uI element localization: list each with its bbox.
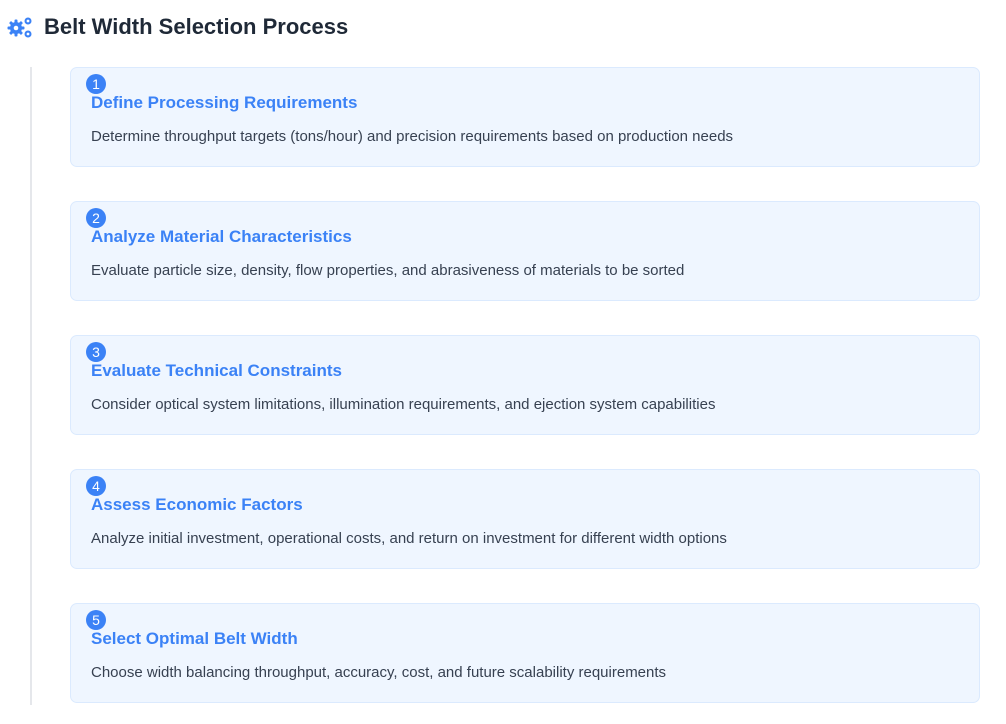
step-card: 2 Analyze Material Characteristics Evalu… [70,201,980,301]
step-card: 5 Select Optimal Belt Width Choose width… [70,603,980,703]
step-description: Choose width balancing throughput, accur… [91,664,667,681]
step-title: Define Processing Requirements [91,93,358,112]
step-title: Select Optimal Belt Width [91,629,298,648]
step-card: 3 Evaluate Technical Constraints Conside… [70,335,980,435]
step-number-badge: 2 [86,208,106,228]
step-number-badge: 5 [86,610,106,630]
step-title: Evaluate Technical Constraints [91,361,342,380]
step-description: Determine throughput targets (tons/hour)… [91,128,734,145]
step-card: 4 Assess Economic Factors Analyze initia… [70,469,980,569]
step-title: Analyze Material Characteristics [91,227,352,246]
page-title: Belt Width Selection Process [44,14,349,39]
step-title: Assess Economic Factors [91,495,303,514]
header: Belt Width Selection Process [6,14,348,40]
step-description: Evaluate particle size, density, flow pr… [91,262,685,279]
step-number-badge: 3 [86,342,106,362]
step-card: 1 Define Processing Requirements Determi… [70,67,980,167]
step-number-badge: 4 [86,476,106,496]
step-description: Consider optical system limitations, ill… [91,396,716,413]
step-number-badge: 1 [86,74,106,94]
step-description: Analyze initial investment, operational … [91,530,727,547]
timeline-line [30,67,32,705]
cogs-icon [7,17,32,38]
